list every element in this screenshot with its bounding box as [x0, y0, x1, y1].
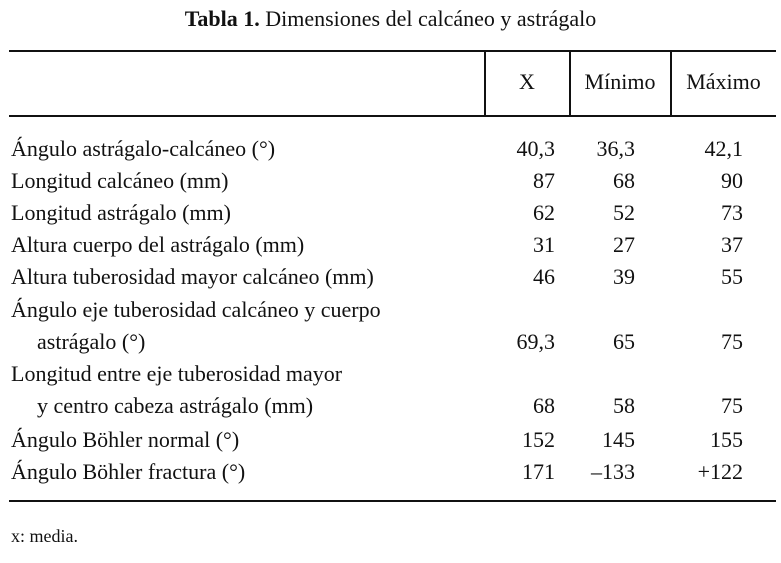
cell-min: 68 [613, 168, 635, 193]
bottom-rule [9, 500, 776, 502]
cell-max: 37 [721, 232, 743, 257]
row-label-line: Ángulo astrágalo-calcáneo (°) [11, 136, 276, 161]
cell-mean: 62 [533, 200, 555, 225]
top-rule [9, 50, 776, 52]
column-header-min: Mínimo [584, 69, 656, 94]
row-label: Ángulo astrágalo-calcáneo (°) [11, 133, 275, 165]
cell-mean: 171 [522, 459, 555, 484]
row-label: Ángulo Böhler normal (°) [11, 424, 239, 456]
table-caption: Tabla 1. Dimensiones del calcáneo y astr… [0, 6, 781, 32]
row-label-line: Longitud astrágalo (mm) [11, 200, 231, 225]
column-header-max: Máximo [686, 69, 761, 94]
row-label: Altura tuberosidad mayor calcáneo (mm) [11, 261, 374, 293]
header-divider [670, 51, 672, 115]
cell-max: +122 [697, 459, 743, 484]
table-number: Tabla 1. [184, 6, 260, 31]
row-label: Altura cuerpo del astrágalo (mm) [11, 229, 304, 261]
header-divider [484, 51, 486, 115]
cell-mean: 68 [533, 393, 555, 418]
row-label: Longitud entre eje tuberosidad mayor y ce… [11, 358, 342, 422]
row-label: Ángulo Böhler fractura (°) [11, 456, 245, 488]
cell-mean: 69,3 [516, 329, 556, 354]
cell-min: 36,3 [596, 136, 636, 161]
row-label-line: Ángulo Böhler normal (°) [11, 427, 240, 452]
cell-max: 42,1 [704, 136, 744, 161]
row-label-line: Altura cuerpo del astrágalo (mm) [11, 232, 305, 257]
cell-min: 65 [613, 329, 635, 354]
row-label-line: Ángulo Böhler fractura (°) [11, 459, 246, 484]
row-label-line: Longitud entre eje tuberosidad mayor [11, 361, 343, 386]
cell-mean: 87 [533, 168, 555, 193]
cell-min: –133 [591, 459, 635, 484]
cell-max: 90 [721, 168, 743, 193]
table-title: Dimensiones del calcáneo y astrágalo [259, 6, 597, 31]
cell-min: 58 [613, 393, 635, 418]
header-rule [9, 115, 776, 117]
header-divider [569, 51, 571, 115]
cell-max: 155 [710, 427, 743, 452]
cell-mean: 31 [533, 232, 555, 257]
row-label: Longitud astrágalo (mm) [11, 197, 231, 229]
cell-min: 52 [613, 200, 635, 225]
row-label-line: Altura tuberosidad mayor calcáneo (mm) [11, 264, 374, 289]
cell-min: 145 [602, 427, 635, 452]
cell-max: 73 [721, 200, 743, 225]
cell-min: 27 [613, 232, 635, 257]
row-label-continuation: y centro cabeza astrágalo (mm) [37, 393, 314, 418]
cell-mean: 40,3 [516, 136, 556, 161]
row-label: Longitud calcáneo (mm) [11, 165, 228, 197]
row-label-line: Longitud calcáneo (mm) [11, 168, 229, 193]
row-label-continuation: astrágalo (°) [37, 329, 146, 354]
column-header-mean: X [519, 69, 535, 94]
cell-mean: 152 [522, 427, 555, 452]
row-label-line: Ángulo eje tuberosidad calcáneo y cuerpo [11, 297, 381, 322]
cell-mean: 46 [533, 264, 555, 289]
cell-max: 55 [721, 264, 743, 289]
cell-max: 75 [721, 329, 743, 354]
row-label: Ángulo eje tuberosidad calcáneo y cuerpo… [11, 294, 381, 358]
cell-min: 39 [613, 264, 635, 289]
cell-max: 75 [721, 393, 743, 418]
table-footnote: x: media. [11, 526, 78, 546]
